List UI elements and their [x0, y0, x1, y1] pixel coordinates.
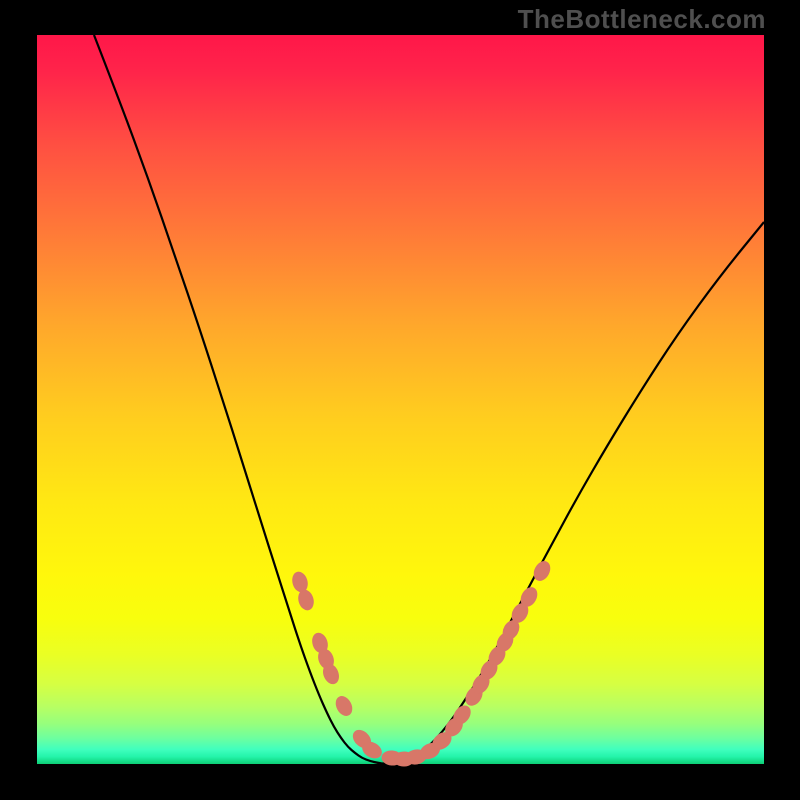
curve-beads: [291, 559, 553, 766]
bead-marker: [333, 694, 355, 718]
bead-marker: [531, 559, 553, 583]
bottleneck-curve: [94, 35, 764, 764]
curve-overlay: [0, 0, 800, 800]
watermark-text: TheBottleneck.com: [518, 4, 766, 35]
